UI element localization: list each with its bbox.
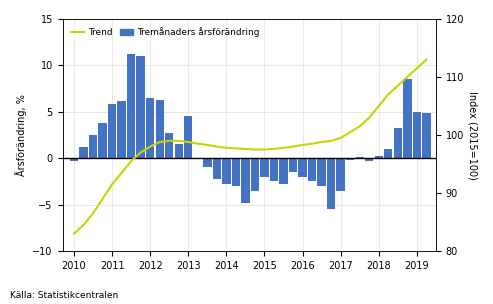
- Bar: [403, 79, 412, 158]
- Bar: [260, 158, 269, 177]
- Bar: [308, 158, 317, 181]
- Y-axis label: Index (2015=100): Index (2015=100): [468, 91, 478, 179]
- Bar: [289, 158, 297, 172]
- Bar: [317, 158, 326, 186]
- Bar: [137, 56, 145, 158]
- Bar: [155, 100, 164, 158]
- Bar: [108, 104, 116, 158]
- Bar: [89, 135, 97, 158]
- Bar: [165, 133, 174, 158]
- Bar: [79, 147, 88, 158]
- Bar: [203, 158, 211, 167]
- Bar: [127, 54, 135, 158]
- Text: Källa: Statistikcentralen: Källa: Statistikcentralen: [10, 291, 118, 300]
- Bar: [251, 158, 259, 191]
- Bar: [117, 101, 126, 158]
- Legend: Trend, Tremånaders årsförändring: Trend, Tremånaders årsförändring: [67, 23, 263, 41]
- Bar: [270, 158, 278, 181]
- Bar: [280, 158, 288, 184]
- Bar: [365, 158, 373, 161]
- Bar: [298, 158, 307, 177]
- Bar: [146, 98, 154, 158]
- Bar: [184, 116, 192, 158]
- Bar: [70, 158, 78, 161]
- Bar: [232, 158, 240, 186]
- Bar: [422, 113, 430, 158]
- Bar: [355, 157, 364, 158]
- Y-axis label: Årsförändring, %: Årsförändring, %: [15, 94, 27, 176]
- Bar: [99, 123, 107, 158]
- Bar: [241, 158, 249, 203]
- Bar: [375, 156, 383, 158]
- Bar: [175, 144, 183, 158]
- Bar: [413, 112, 421, 158]
- Bar: [384, 149, 392, 158]
- Bar: [222, 158, 231, 184]
- Bar: [212, 158, 221, 179]
- Bar: [346, 158, 354, 160]
- Bar: [336, 158, 345, 191]
- Bar: [393, 128, 402, 158]
- Bar: [327, 158, 335, 209]
